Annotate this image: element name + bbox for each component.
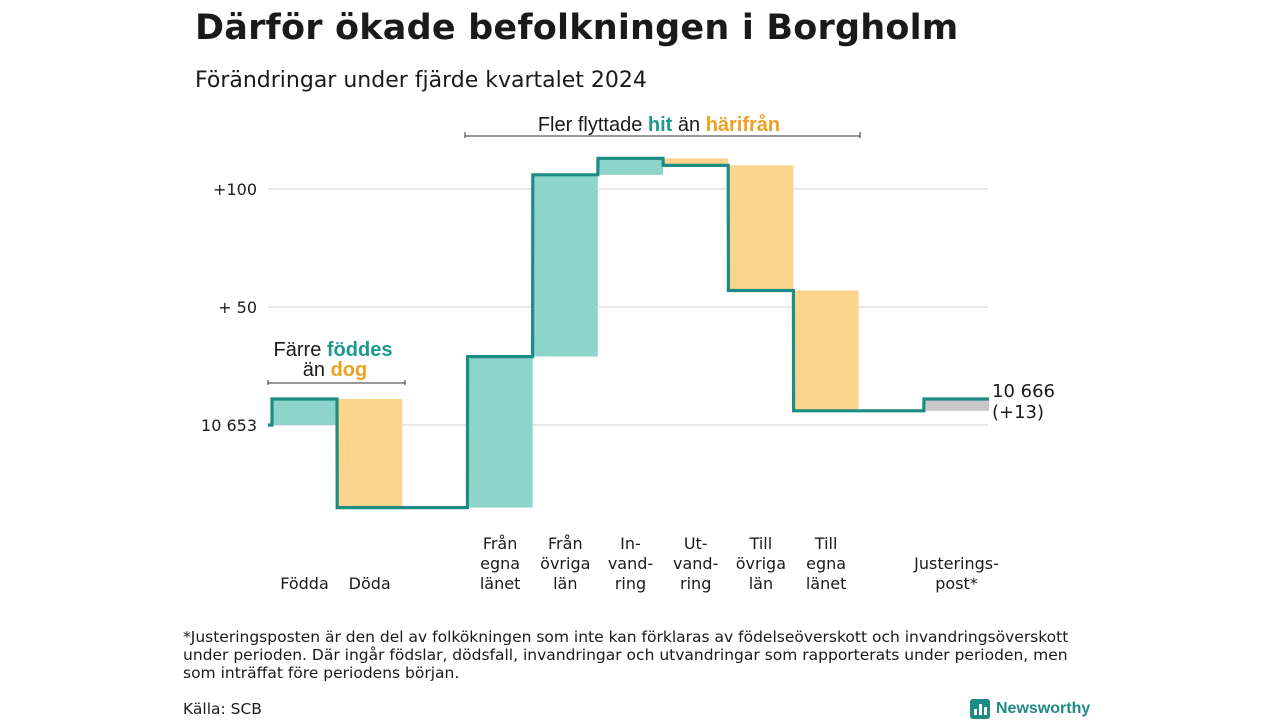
end-value-label: 10 666	[992, 381, 1055, 402]
x-tick-label: Döda	[349, 574, 391, 593]
bar	[532, 174, 598, 357]
footnote: *Justeringsposten är den del av folkökni…	[183, 628, 1069, 682]
x-tick-label: Ut-	[684, 534, 708, 553]
annotation-migration: Fler flyttade hit än härifrån	[538, 113, 780, 136]
chart-subtitle: Förändringar under fjärde kvartalet 2024	[195, 68, 647, 93]
brand-name: Newsworthy	[996, 700, 1091, 717]
bar	[924, 399, 989, 411]
annotation-births-line1: Färre föddes	[274, 339, 393, 361]
step-line	[268, 156, 989, 510]
x-tick-label: Från	[548, 534, 583, 553]
x-tick-label: egna	[480, 554, 520, 573]
x-tick-label: In-	[620, 534, 641, 553]
x-tick-label: län	[553, 574, 577, 593]
y-tick-label: +100	[213, 180, 257, 199]
bars	[272, 158, 989, 508]
x-tick-label: länet	[480, 574, 521, 593]
newsworthy-icon	[970, 699, 990, 719]
source-label: Källa: SCB	[183, 700, 262, 718]
brand-logo: Newsworthy	[970, 697, 1090, 721]
x-tick-label: Justerings-	[913, 554, 999, 573]
bracket-births	[267, 380, 406, 385]
bar	[272, 399, 337, 425]
bar	[467, 356, 533, 508]
bar	[337, 399, 403, 508]
x-tick-label: ring	[615, 574, 646, 593]
bar	[598, 158, 663, 175]
x-tick-label: post*	[935, 574, 978, 593]
x-tick-label: vand-	[673, 554, 718, 573]
x-tick-label: övriga	[540, 554, 590, 573]
cumulative-line	[268, 156, 989, 510]
x-tick-label: vand-	[608, 554, 653, 573]
chart-title: Därför ökade befolkningen i Borgholm	[195, 8, 959, 48]
x-tick-label: Till	[749, 534, 773, 553]
x-tick-label: egna	[806, 554, 846, 573]
x-tick-label: övriga	[736, 554, 786, 573]
x-tick-label: Till	[814, 534, 838, 553]
y-tick-label: 10 653	[201, 416, 257, 435]
x-tick-label: länet	[806, 574, 847, 593]
bar	[728, 165, 794, 291]
x-tick-label: Från	[483, 534, 518, 553]
y-tick-label: + 50	[218, 298, 257, 317]
x-tick-label: ring	[680, 574, 711, 593]
y-axis-labels: 10 653 + 50 +100	[201, 180, 257, 435]
gridlines	[268, 188, 988, 426]
net-change-label: (+13)	[992, 402, 1044, 423]
bracket-migration	[464, 132, 861, 138]
x-tick-label: Födda	[280, 574, 329, 593]
annotation-births-line2: än dog	[303, 359, 367, 381]
x-axis-labels: Födda DödaFrånegnalänetFrånövrigalänIn-va…	[280, 534, 999, 593]
x-tick-label: län	[749, 574, 773, 593]
bar	[663, 158, 729, 166]
bar	[793, 290, 859, 411]
